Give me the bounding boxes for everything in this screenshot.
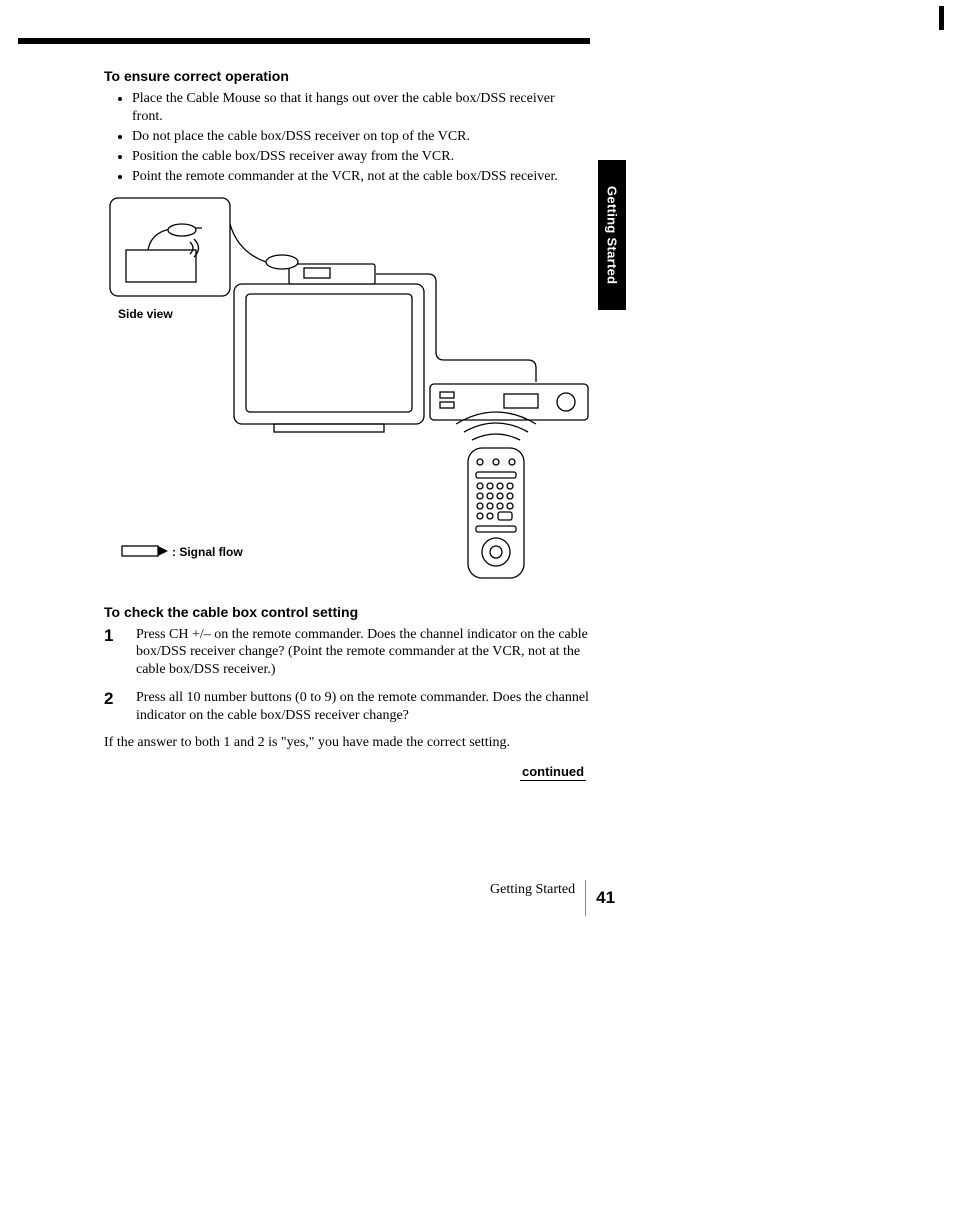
step-item: 2 Press all 10 number buttons (0 to 9) o… (104, 689, 590, 725)
heading-check-setting: To check the cable box control setting (104, 604, 590, 620)
page-footer: Getting Started 41 (490, 880, 615, 916)
section-tab: Getting Started (598, 160, 626, 310)
page-content: To ensure correct operation Place the Ca… (104, 68, 590, 751)
hookup-diagram: Side view : Signal flow (104, 194, 590, 594)
step-number: 1 (104, 626, 120, 680)
page-number: 41 (596, 888, 615, 908)
bullet-list-operation: Place the Cable Mouse so that it hangs o… (132, 90, 590, 186)
crop-mark (939, 6, 944, 30)
side-view-label: Side view (118, 307, 173, 321)
top-rule (18, 38, 590, 44)
bullet-item: Do not place the cable box/DSS receiver … (132, 128, 590, 146)
step-text: Press CH +/– on the remote commander. Do… (136, 626, 590, 680)
bullet-item: Position the cable box/DSS receiver away… (132, 148, 590, 166)
step-text: Press all 10 number buttons (0 to 9) on … (136, 689, 590, 725)
footer-section: Getting Started (490, 880, 575, 898)
step-number: 2 (104, 689, 120, 725)
continued-label: continued (520, 764, 586, 781)
closing-text: If the answer to both 1 and 2 is "yes," … (104, 735, 590, 751)
heading-ensure-operation: To ensure correct operation (104, 68, 590, 84)
footer-divider (585, 880, 586, 916)
steps-list: 1 Press CH +/– on the remote commander. … (104, 626, 590, 726)
bullet-item: Point the remote commander at the VCR, n… (132, 168, 590, 186)
step-item: 1 Press CH +/– on the remote commander. … (104, 626, 590, 680)
signal-flow-label: : Signal flow (122, 545, 243, 559)
bullet-item: Place the Cable Mouse so that it hangs o… (132, 90, 590, 126)
